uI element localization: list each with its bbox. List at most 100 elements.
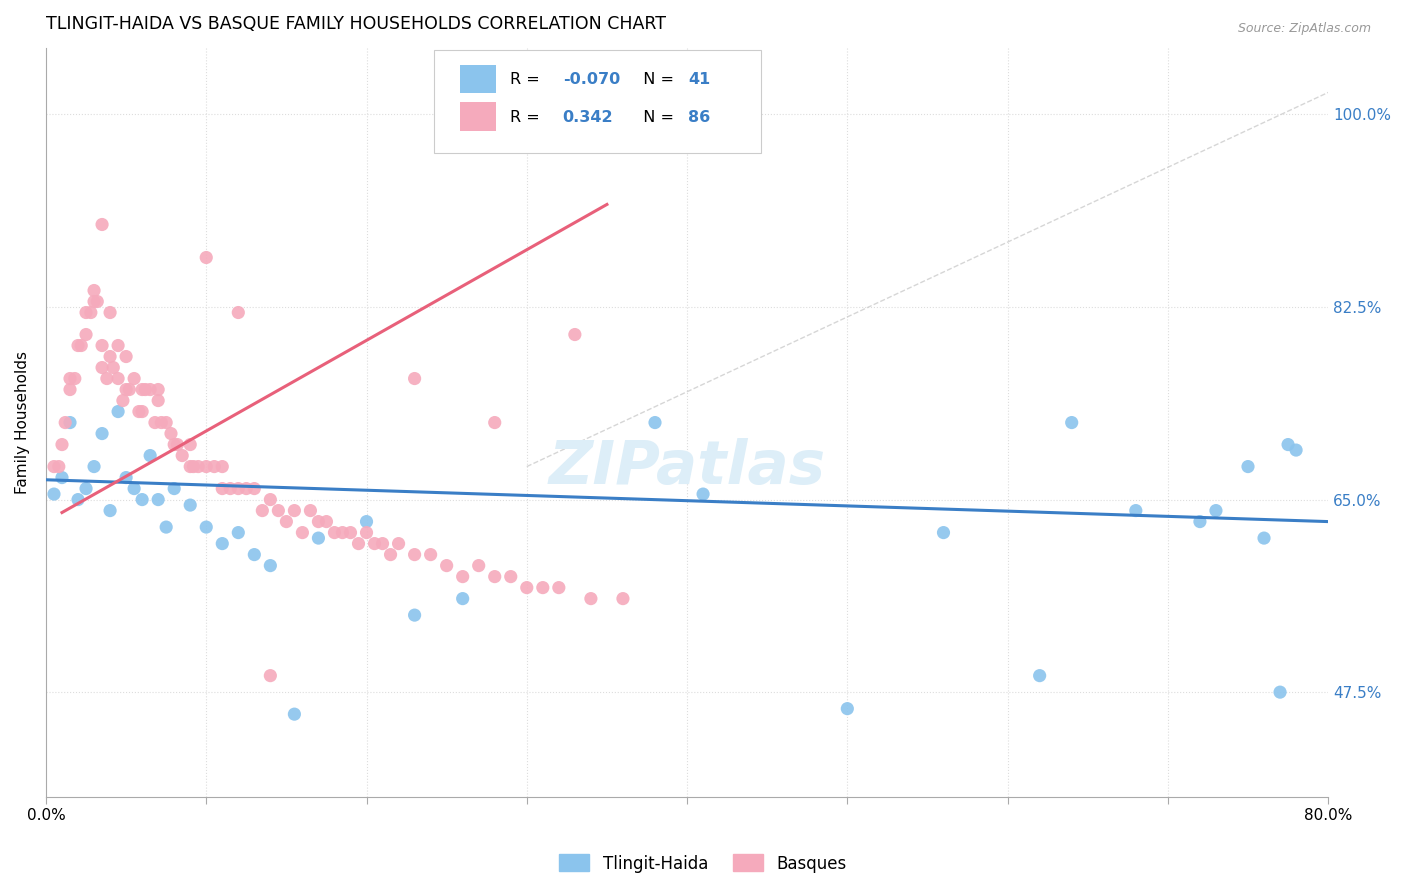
Point <box>547 581 569 595</box>
Point <box>155 520 177 534</box>
Point <box>252 503 274 517</box>
Point <box>226 305 249 319</box>
Point <box>59 416 82 430</box>
Point <box>299 503 322 517</box>
Point <box>531 581 554 595</box>
Point <box>499 569 522 583</box>
Point <box>91 338 114 352</box>
Point <box>356 525 378 540</box>
Point <box>86 294 108 309</box>
Point <box>219 482 242 496</box>
Point <box>128 404 150 418</box>
Point <box>347 536 370 550</box>
Point <box>235 482 257 496</box>
Point <box>122 482 145 496</box>
Point <box>291 525 314 540</box>
Point <box>91 426 114 441</box>
Text: Source: ZipAtlas.com: Source: ZipAtlas.com <box>1237 22 1371 36</box>
Y-axis label: Family Households: Family Households <box>15 351 30 494</box>
Point <box>484 569 506 583</box>
Point <box>1028 668 1050 682</box>
Point <box>692 487 714 501</box>
Point <box>579 591 602 606</box>
Point <box>163 437 186 451</box>
Point <box>467 558 489 573</box>
Point <box>259 558 281 573</box>
Point <box>146 383 169 397</box>
Point <box>131 492 153 507</box>
Point <box>451 569 474 583</box>
Point <box>75 305 97 319</box>
Point <box>66 492 89 507</box>
Point <box>404 371 426 385</box>
Point <box>419 548 441 562</box>
Bar <box>460 103 496 131</box>
Point <box>226 525 249 540</box>
Point <box>380 548 402 562</box>
Point <box>160 426 183 441</box>
Point <box>243 548 266 562</box>
Point <box>516 581 538 595</box>
Point <box>1125 503 1147 517</box>
Point <box>139 449 162 463</box>
Point <box>51 470 73 484</box>
Point <box>48 459 70 474</box>
Point <box>131 404 153 418</box>
Point <box>115 470 138 484</box>
Point <box>107 371 129 385</box>
Point <box>146 492 169 507</box>
Text: -0.070: -0.070 <box>562 72 620 87</box>
Point <box>211 459 233 474</box>
Point <box>59 383 82 397</box>
Point <box>172 449 194 463</box>
Point <box>111 393 134 408</box>
Text: R =: R = <box>510 110 546 125</box>
Point <box>98 503 121 517</box>
Point <box>150 416 173 430</box>
Point <box>644 416 666 430</box>
Text: N =: N = <box>633 110 679 125</box>
Point <box>1060 416 1083 430</box>
FancyBboxPatch shape <box>434 50 762 153</box>
Point <box>484 416 506 430</box>
Point <box>243 482 266 496</box>
Point <box>131 383 153 397</box>
Point <box>283 503 305 517</box>
Legend: Tlingit-Haida, Basques: Tlingit-Haida, Basques <box>553 847 853 880</box>
Point <box>267 503 290 517</box>
Point <box>53 416 76 430</box>
Point <box>259 492 281 507</box>
Point <box>612 591 634 606</box>
Point <box>1188 515 1211 529</box>
Point <box>404 608 426 623</box>
Point <box>42 487 65 501</box>
Point <box>66 338 89 352</box>
Point <box>75 327 97 342</box>
Point <box>155 416 177 430</box>
Point <box>179 437 201 451</box>
Bar <box>460 65 496 94</box>
Point <box>315 515 337 529</box>
Point <box>1237 459 1260 474</box>
Point <box>70 338 93 352</box>
Point <box>363 536 385 550</box>
Point <box>332 525 354 540</box>
Point <box>307 531 329 545</box>
Point <box>96 371 118 385</box>
Point <box>80 305 103 319</box>
Text: TLINGIT-HAIDA VS BASQUE FAMILY HOUSEHOLDS CORRELATION CHART: TLINGIT-HAIDA VS BASQUE FAMILY HOUSEHOLD… <box>46 15 666 33</box>
Point <box>307 515 329 529</box>
Point <box>166 437 188 451</box>
Text: R =: R = <box>510 72 546 87</box>
Point <box>146 393 169 408</box>
Point <box>564 327 586 342</box>
Point <box>118 383 141 397</box>
Point <box>283 707 305 722</box>
Point <box>143 416 166 430</box>
Point <box>387 536 409 550</box>
Point <box>115 350 138 364</box>
Point <box>1268 685 1291 699</box>
Text: N =: N = <box>633 72 679 87</box>
Point <box>107 338 129 352</box>
Point <box>91 360 114 375</box>
